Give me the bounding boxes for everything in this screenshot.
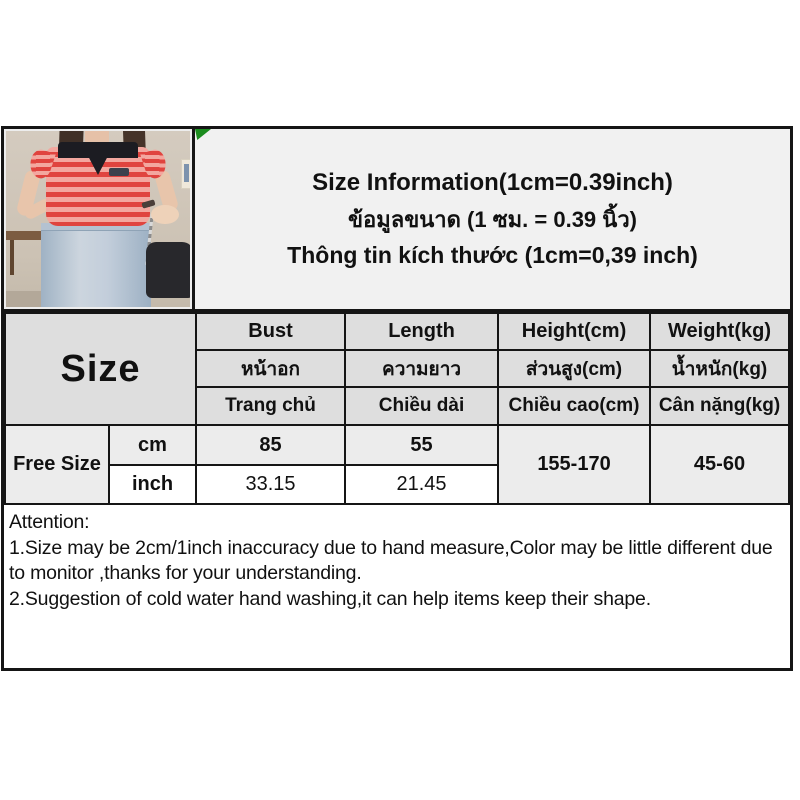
col-header-bust-th: หน้าอก (195, 349, 347, 388)
free-size-cell: Free Size (4, 424, 110, 505)
title-thai: ข้อมูลขนาด (1 ซม. = 0.39 นิ้ว) (347, 207, 637, 232)
col-header-bust-vi: Trang chủ (195, 386, 347, 426)
photo-black-bag (145, 241, 190, 299)
col-header-height-th: ส่วนสูง(cm) (497, 349, 652, 388)
length-cm-value: 55 (344, 424, 500, 466)
top-row: Size Information(1cm=0.39inch) ข้อมูลขนา… (4, 129, 790, 312)
col-header-height-vi: Chiều cao(cm) (497, 386, 652, 426)
title-panel: Size Information(1cm=0.39inch) ข้อมูลขนา… (195, 129, 790, 309)
col-header-weight-vi: Cân nặng(kg) (649, 386, 790, 426)
attention-note-2: 2.Suggestion of cold water hand washing,… (9, 587, 651, 610)
unit-cm-cell: cm (107, 424, 198, 466)
header-row-english: Size Bust Length Height(cm) Weight(kg) (3, 312, 790, 426)
photo-hand-right (151, 204, 179, 225)
data-row-inch: inch 33.15 21.45 (5, 464, 789, 505)
photo-jeans (40, 222, 152, 307)
col-header-height-en: Height(cm) (497, 312, 652, 351)
length-inch-value: 21.45 (344, 464, 500, 505)
green-fold-corner-icon (195, 129, 211, 140)
header-row-vietnamese: Trang chủ Chiều dài Chiều cao(cm) Cân nặ… (5, 386, 790, 426)
col-header-length-th: ความยาว (344, 349, 500, 388)
weight-range-value: 45-60 (649, 424, 790, 505)
photo-chest-label (109, 167, 130, 176)
col-header-length-en: Length (344, 312, 500, 351)
size-header-cell: Size (3, 312, 198, 426)
data-row-cm: Free Size cm 85 55 155-170 45-60 (4, 424, 790, 505)
size-table: Size Bust Length Height(cm) Weight(kg) ห… (3, 312, 790, 505)
model-photo (6, 131, 190, 307)
product-photo-cell (4, 129, 195, 309)
height-range-value: 155-170 (497, 424, 652, 505)
attention-notes: Attention: 1.Size may be 2cm/1inch inacc… (4, 505, 790, 668)
col-header-bust-en: Bust (195, 312, 347, 351)
col-header-length-vi: Chiều dài (344, 386, 500, 426)
col-header-weight-en: Weight(kg) (649, 312, 790, 351)
size-chart-sheet: Size Information(1cm=0.39inch) ข้อมูลขนา… (1, 126, 793, 671)
photo-console-leg (9, 240, 15, 276)
col-header-weight-th: น้ำหนัก(kg) (649, 349, 790, 388)
photo-black-collar (57, 142, 139, 159)
photo-wood-console (6, 231, 67, 241)
unit-inch-cell: inch (107, 464, 198, 505)
header-row-thai: หน้าอก ความยาว ส่วนสูง(cm) น้ำหนัก(kg) (5, 349, 790, 388)
bust-cm-value: 85 (195, 424, 347, 466)
title-vietnamese: Thông tin kích thước (1cm=0,39 inch) (287, 242, 698, 268)
photo-jeans-waistband (40, 222, 152, 232)
photo-wall-picture (180, 159, 190, 190)
attention-heading: Attention: (9, 511, 90, 533)
attention-note-1: 1.Size may be 2cm/1inch inaccuracy due t… (9, 536, 773, 585)
bust-inch-value: 33.15 (195, 464, 347, 505)
title-english: Size Information(1cm=0.39inch) (312, 169, 673, 196)
